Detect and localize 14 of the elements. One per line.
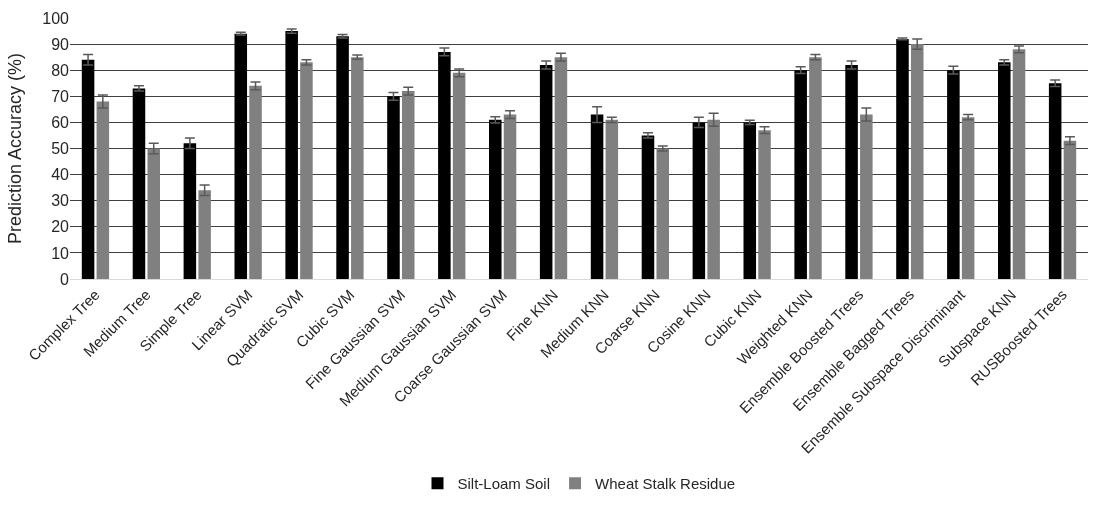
y-tick-label: 40 <box>51 166 70 184</box>
y-tick-label: 0 <box>60 270 70 288</box>
y-tick-label: 90 <box>51 35 70 53</box>
y-tick-label: 30 <box>51 192 70 210</box>
y-tick-label: 100 <box>42 9 70 27</box>
legend-label: Silt-Loam Soil <box>457 475 551 493</box>
y-tick-label: 20 <box>51 218 70 236</box>
y-tick-label: 70 <box>51 87 70 105</box>
legend-label: Wheat Stalk Residue <box>595 475 736 493</box>
y-tick-label: 10 <box>51 244 70 262</box>
y-tick-label: 60 <box>51 114 70 131</box>
y-tick-label: 50 <box>51 140 70 158</box>
y-axis-title: Prediction Accuracy (%) <box>5 52 26 245</box>
y-tick-label: 80 <box>51 61 70 79</box>
